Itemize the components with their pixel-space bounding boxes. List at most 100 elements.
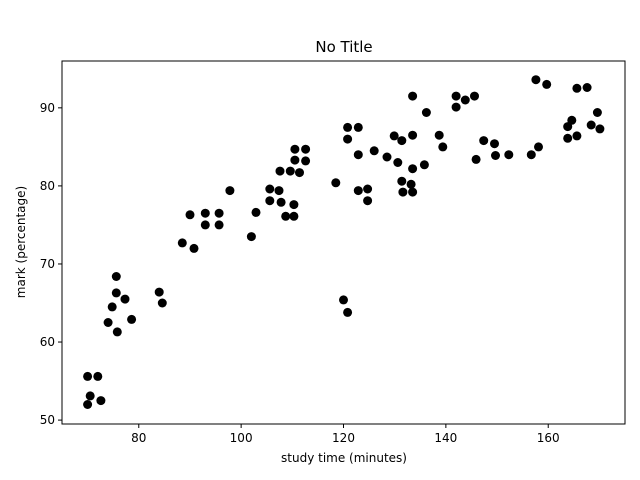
chart-title: No Title bbox=[315, 38, 372, 56]
data-point bbox=[103, 318, 113, 327]
x-tick-label: 120 bbox=[332, 431, 355, 445]
points-layer bbox=[83, 75, 605, 409]
data-point bbox=[251, 207, 261, 217]
x-axis: 80 100 120 140 160 bbox=[131, 424, 560, 445]
data-point bbox=[592, 108, 602, 117]
data-point bbox=[289, 211, 299, 221]
data-point bbox=[586, 120, 596, 130]
data-point bbox=[491, 151, 500, 160]
y-tick-label: 70 bbox=[40, 257, 55, 271]
data-point bbox=[369, 146, 379, 156]
data-point bbox=[177, 238, 187, 248]
data-point bbox=[200, 208, 210, 218]
data-point bbox=[120, 294, 130, 304]
data-point bbox=[353, 186, 363, 196]
data-point bbox=[595, 124, 605, 134]
data-point bbox=[285, 166, 295, 176]
x-tick-label: 80 bbox=[131, 431, 146, 445]
data-point bbox=[479, 136, 489, 146]
data-point bbox=[408, 164, 418, 174]
data-point bbox=[363, 184, 373, 194]
data-point bbox=[421, 108, 431, 117]
x-tick-label: 100 bbox=[230, 431, 253, 445]
data-point bbox=[96, 396, 106, 406]
data-point bbox=[398, 187, 408, 197]
data-point bbox=[408, 130, 418, 140]
y-axis-label: mark (percentage) bbox=[14, 186, 28, 298]
x-axis-label: study time (minutes) bbox=[281, 451, 407, 465]
y-tick-label: 60 bbox=[40, 335, 55, 349]
data-point bbox=[438, 142, 448, 152]
data-point bbox=[397, 136, 407, 146]
data-point bbox=[274, 186, 284, 196]
data-point bbox=[353, 150, 363, 160]
data-point bbox=[526, 150, 536, 160]
data-point bbox=[290, 155, 300, 165]
data-point bbox=[471, 154, 481, 164]
data-point bbox=[93, 371, 103, 381]
data-point bbox=[290, 144, 300, 154]
data-point bbox=[154, 287, 164, 297]
data-point bbox=[451, 91, 461, 101]
data-point bbox=[112, 327, 122, 337]
data-point bbox=[572, 83, 582, 93]
data-point bbox=[451, 102, 461, 112]
data-point bbox=[343, 134, 353, 144]
data-point bbox=[353, 122, 363, 132]
data-point bbox=[331, 178, 341, 188]
data-point bbox=[185, 210, 195, 220]
data-point bbox=[504, 150, 514, 160]
data-point bbox=[408, 187, 418, 197]
data-point bbox=[408, 91, 418, 101]
x-tick-label: 140 bbox=[434, 431, 457, 445]
data-point bbox=[200, 220, 210, 230]
data-point bbox=[157, 298, 167, 308]
data-point bbox=[276, 197, 286, 207]
data-point bbox=[111, 272, 121, 281]
data-point bbox=[225, 186, 235, 196]
data-point bbox=[434, 130, 444, 140]
data-point bbox=[265, 196, 275, 206]
data-point bbox=[281, 211, 291, 221]
data-point bbox=[189, 243, 199, 253]
data-point bbox=[111, 288, 121, 298]
data-point bbox=[382, 152, 392, 162]
data-point bbox=[107, 302, 117, 312]
y-tick-label: 90 bbox=[40, 101, 55, 115]
data-point bbox=[83, 371, 93, 381]
data-point bbox=[301, 144, 311, 154]
data-point bbox=[301, 156, 311, 166]
data-point bbox=[343, 122, 353, 132]
data-point bbox=[534, 142, 543, 152]
data-point bbox=[127, 314, 137, 324]
data-point bbox=[343, 307, 353, 317]
data-point bbox=[389, 131, 399, 141]
data-point bbox=[490, 139, 499, 149]
x-tick-label: 160 bbox=[537, 431, 560, 445]
data-point bbox=[275, 166, 285, 176]
data-point bbox=[246, 232, 256, 242]
data-point bbox=[393, 158, 403, 167]
data-point bbox=[406, 179, 416, 189]
data-point bbox=[214, 220, 224, 230]
y-axis: 50 60 70 80 90 bbox=[40, 101, 62, 427]
data-point bbox=[363, 196, 373, 206]
data-point bbox=[214, 208, 224, 218]
y-tick-label: 80 bbox=[40, 179, 55, 193]
data-point bbox=[470, 91, 479, 101]
data-point bbox=[397, 176, 407, 186]
data-point bbox=[289, 200, 299, 210]
data-point bbox=[339, 295, 348, 305]
data-point bbox=[563, 133, 573, 143]
data-point bbox=[582, 83, 592, 92]
data-point bbox=[295, 168, 304, 178]
data-point bbox=[83, 400, 93, 409]
data-point bbox=[265, 184, 275, 194]
data-point bbox=[531, 75, 541, 85]
data-point bbox=[567, 115, 577, 125]
data-point bbox=[542, 79, 552, 89]
data-point bbox=[419, 160, 429, 170]
